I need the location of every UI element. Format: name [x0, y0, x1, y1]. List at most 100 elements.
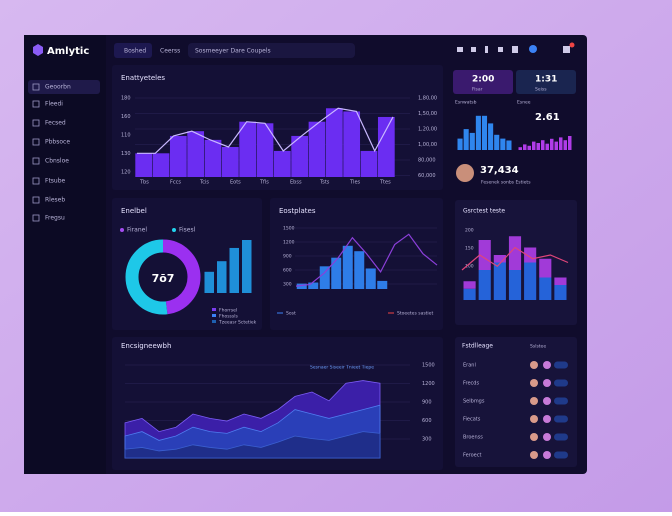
bar	[506, 140, 512, 150]
line	[295, 233, 438, 287]
bar	[568, 136, 572, 150]
logo	[33, 44, 43, 56]
search-placeholder: Sosmeeyer Dare Coupels	[195, 48, 271, 55]
legend: Tzeeasr Sctetiek	[218, 320, 257, 326]
pill[interactable]	[554, 361, 568, 369]
axis-label: Fccs	[170, 180, 181, 186]
bar	[554, 141, 558, 150]
avatar	[530, 415, 538, 423]
bar	[377, 280, 388, 289]
bar	[518, 147, 522, 150]
bar	[475, 115, 481, 150]
legend: Fisesl	[179, 227, 196, 234]
list-row: Selbmgs	[463, 399, 485, 405]
list-row: Eranl	[463, 363, 476, 369]
sidebar	[24, 35, 106, 474]
bar	[550, 138, 554, 150]
axis-label: 600	[283, 268, 292, 274]
axis-label: 150	[465, 246, 474, 252]
nav-icon	[32, 196, 40, 204]
list-row: Fiecats	[463, 417, 481, 423]
tab-active[interactable]	[114, 43, 152, 58]
pill[interactable]	[554, 379, 568, 387]
bar	[563, 140, 567, 150]
avatar	[530, 397, 538, 405]
bar	[135, 153, 153, 177]
avatar	[530, 361, 538, 369]
bar	[273, 150, 291, 177]
profile-value: 37,434	[480, 165, 519, 176]
panel-title: Encsigneewbh	[121, 342, 171, 350]
bar	[308, 282, 319, 289]
list-row: Broenss	[463, 435, 483, 441]
nav-item: Cbnsloe	[45, 158, 69, 165]
bar	[296, 283, 307, 289]
pill[interactable]	[554, 433, 568, 441]
nav-icon	[32, 119, 40, 127]
bar	[541, 140, 545, 150]
bar-segment	[554, 285, 567, 300]
bar-segment	[554, 277, 567, 285]
bar-segment	[539, 258, 552, 278]
bar-segment	[493, 255, 506, 263]
avatar	[543, 397, 551, 405]
bar	[342, 245, 353, 289]
sidebar-active	[28, 80, 100, 94]
axis-label: 180	[121, 96, 131, 102]
donut-segment	[125, 239, 201, 315]
nav-icon	[32, 157, 40, 165]
nav-item: Fecsed	[45, 120, 66, 127]
axis-label: Tles	[349, 180, 361, 186]
nav-icon	[32, 214, 40, 222]
stat-label: Fisar	[472, 87, 483, 93]
pill[interactable]	[554, 451, 568, 459]
bar-segment	[463, 281, 476, 289]
stat-label: Seiss	[535, 87, 547, 93]
bar	[500, 138, 506, 150]
bar	[532, 141, 536, 150]
axis-label: 130	[121, 151, 131, 157]
bar	[239, 121, 257, 177]
bar	[536, 143, 540, 150]
axis-label: 1500	[422, 363, 435, 369]
nav-item: Pbbsoce	[45, 139, 70, 146]
nav-item: Fleedi	[45, 101, 63, 108]
axis-label: 300	[283, 282, 292, 288]
axis-label: 1,00,00	[418, 142, 437, 148]
axis-label: 900	[422, 400, 432, 406]
pill[interactable]	[554, 397, 568, 405]
axis-label: 60,000	[418, 173, 436, 179]
avatar	[543, 361, 551, 369]
bar	[319, 266, 330, 289]
legend-dot	[172, 228, 176, 232]
search-box[interactable]	[188, 43, 355, 58]
axis-label: Tbs	[139, 180, 149, 186]
bar	[488, 123, 494, 150]
bar-segment	[539, 277, 552, 300]
axis-label: 1,20,00	[418, 127, 437, 133]
card-title: Esnwatsb	[455, 100, 477, 106]
panel-title: Enelbel	[121, 207, 147, 215]
legend: Sost	[286, 311, 296, 317]
list-row: Feroect	[463, 453, 482, 459]
legend: Stoeetes sastiet	[397, 311, 433, 317]
axis-label: Ebss	[290, 180, 302, 186]
nav-item: Fregsu	[45, 215, 65, 222]
bar	[204, 271, 214, 293]
bar	[204, 139, 222, 177]
avatar	[530, 451, 538, 459]
bar	[457, 138, 463, 150]
bar	[360, 150, 378, 177]
stat-value: 2:00	[472, 75, 494, 85]
nav-item: Ftsube	[45, 178, 66, 185]
axis-label: 600	[422, 418, 432, 424]
pill[interactable]	[554, 415, 568, 423]
legend: Fhosssls	[219, 314, 238, 320]
bar-segment	[524, 262, 537, 300]
card-title: Esnee	[517, 100, 531, 106]
bar	[559, 137, 563, 150]
avatar	[543, 433, 551, 441]
panel-title: Eostplates	[279, 207, 316, 215]
nav-icon	[32, 100, 40, 108]
axis-label: 1200	[422, 381, 435, 387]
